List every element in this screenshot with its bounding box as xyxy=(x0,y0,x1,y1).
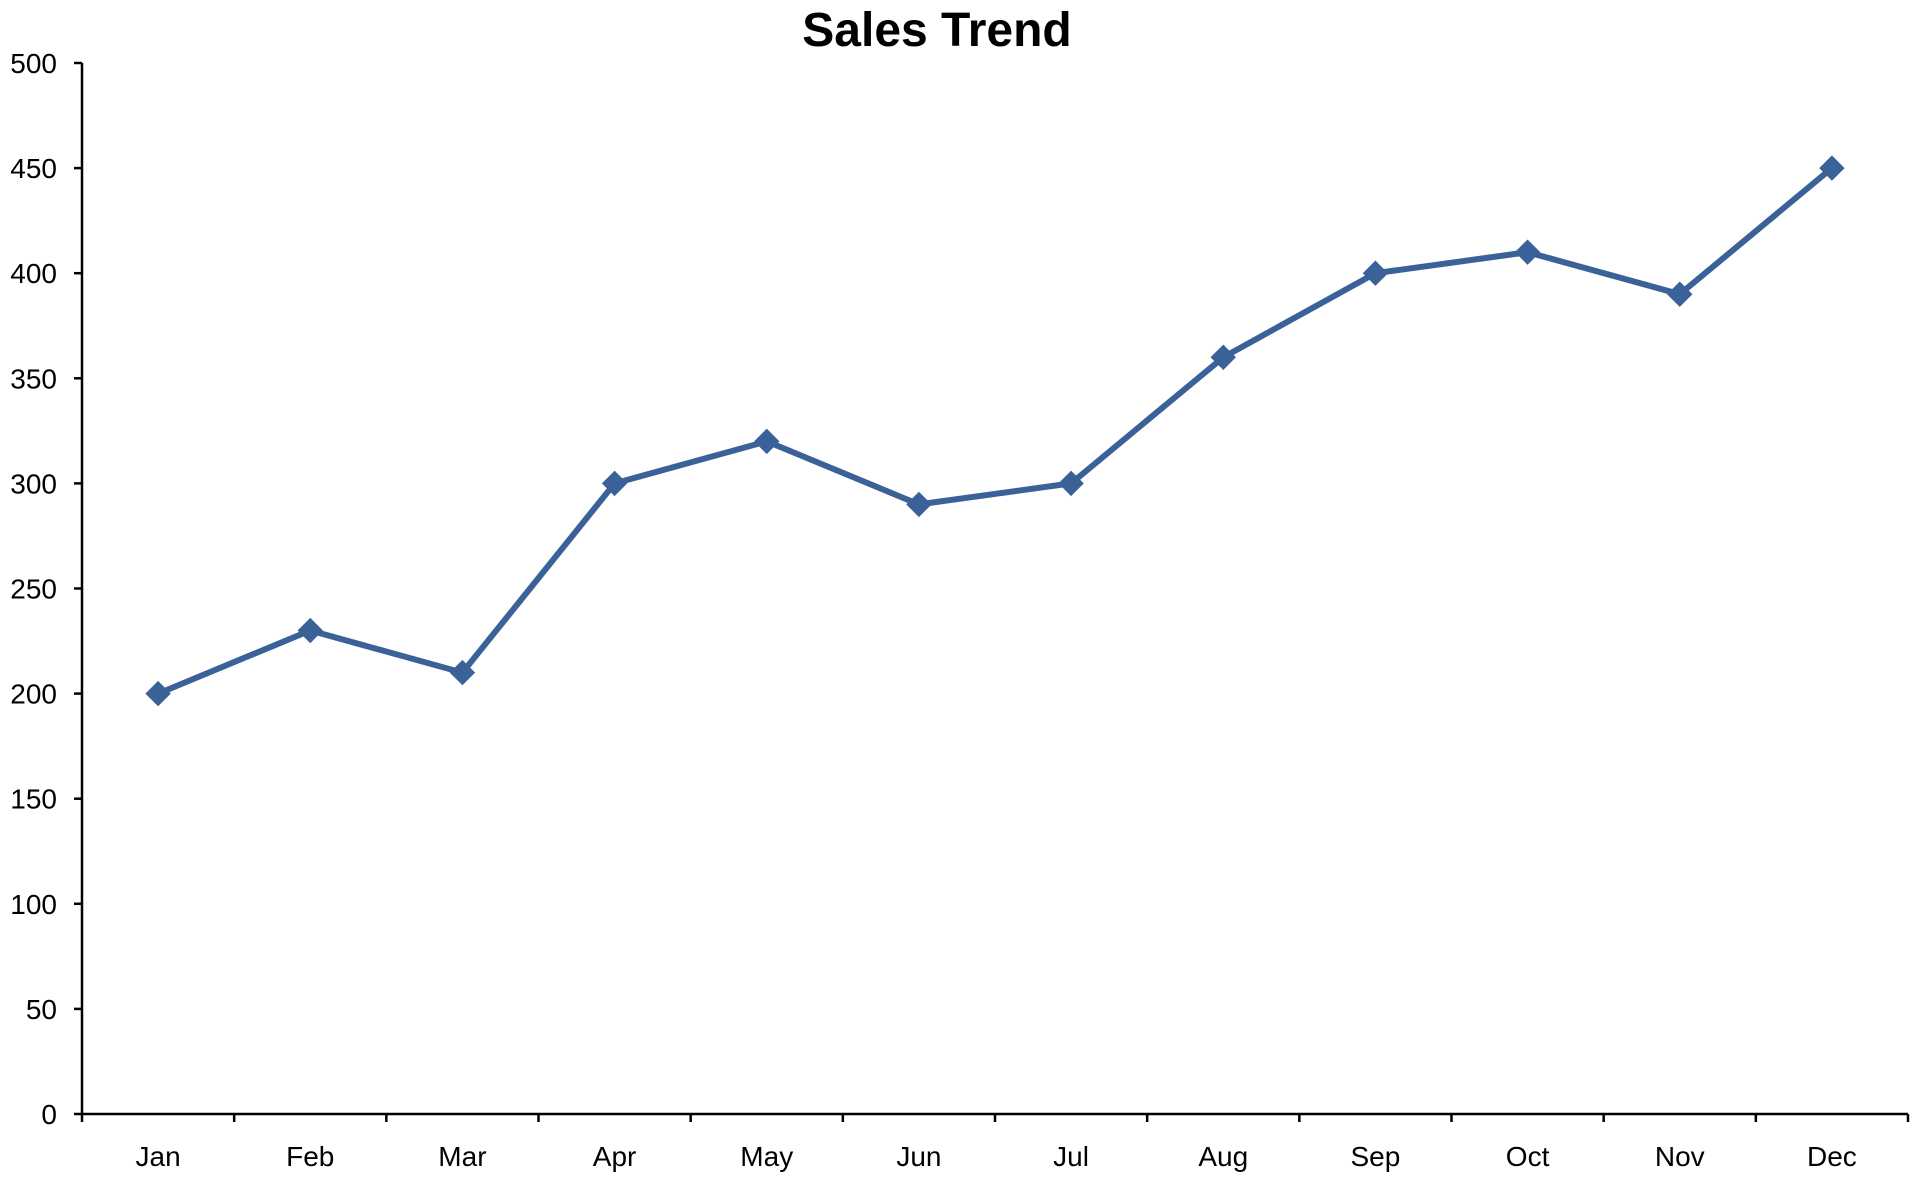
data-point-marker xyxy=(1058,470,1084,497)
y-tick-label: 350 xyxy=(10,363,57,394)
y-tick-label: 150 xyxy=(10,784,57,815)
data-point-marker xyxy=(145,680,171,707)
chart-title: Sales Trend xyxy=(802,4,1071,57)
x-tick-label: Oct xyxy=(1506,1141,1550,1172)
series-line xyxy=(155,165,1835,697)
x-tick-label: Aug xyxy=(1198,1141,1248,1172)
x-tick-label: Apr xyxy=(593,1141,637,1172)
y-tick-label: 200 xyxy=(10,679,57,710)
x-tick-label: Jun xyxy=(896,1141,941,1172)
y-tick-label: 100 xyxy=(10,889,57,920)
x-tick-label: May xyxy=(740,1141,793,1172)
data-point-marker xyxy=(906,491,932,518)
y-tick-label: 0 xyxy=(41,1099,57,1130)
x-tick-label: Dec xyxy=(1807,1141,1857,1172)
data-point-marker xyxy=(754,428,780,455)
x-tick-label: Sep xyxy=(1351,1141,1401,1172)
x-tick-label: Nov xyxy=(1655,1141,1705,1172)
y-axis: 0 50 100 150 200 250 300 350 400 450 500 xyxy=(10,48,84,1130)
y-tick-label: 500 xyxy=(10,48,57,79)
data-point-marker xyxy=(1819,155,1845,181)
x-tick-label: Jan xyxy=(136,1141,181,1172)
data-point-marker xyxy=(449,659,476,686)
data-point-marker xyxy=(1210,344,1236,370)
data-point-marker xyxy=(1667,281,1693,307)
data-point-marker xyxy=(297,617,323,644)
x-axis: Jan Feb Mar Apr May Jun Jul Aug Sep Oct Nov Dec xyxy=(80,1112,1910,1172)
x-tick-label: Mar xyxy=(438,1141,486,1172)
series-group xyxy=(145,155,1845,707)
y-tick-label: 450 xyxy=(10,153,57,184)
x-tick-label: Jul xyxy=(1053,1141,1089,1172)
data-point-marker xyxy=(601,470,628,497)
x-tick-label: Feb xyxy=(286,1141,334,1172)
data-point-marker xyxy=(1514,239,1541,265)
y-tick-label: 250 xyxy=(10,574,57,605)
y-tick-label: 50 xyxy=(26,994,57,1025)
y-tick-label: 400 xyxy=(10,258,57,289)
y-tick-label: 300 xyxy=(10,468,57,499)
data-point-marker xyxy=(1362,260,1389,286)
